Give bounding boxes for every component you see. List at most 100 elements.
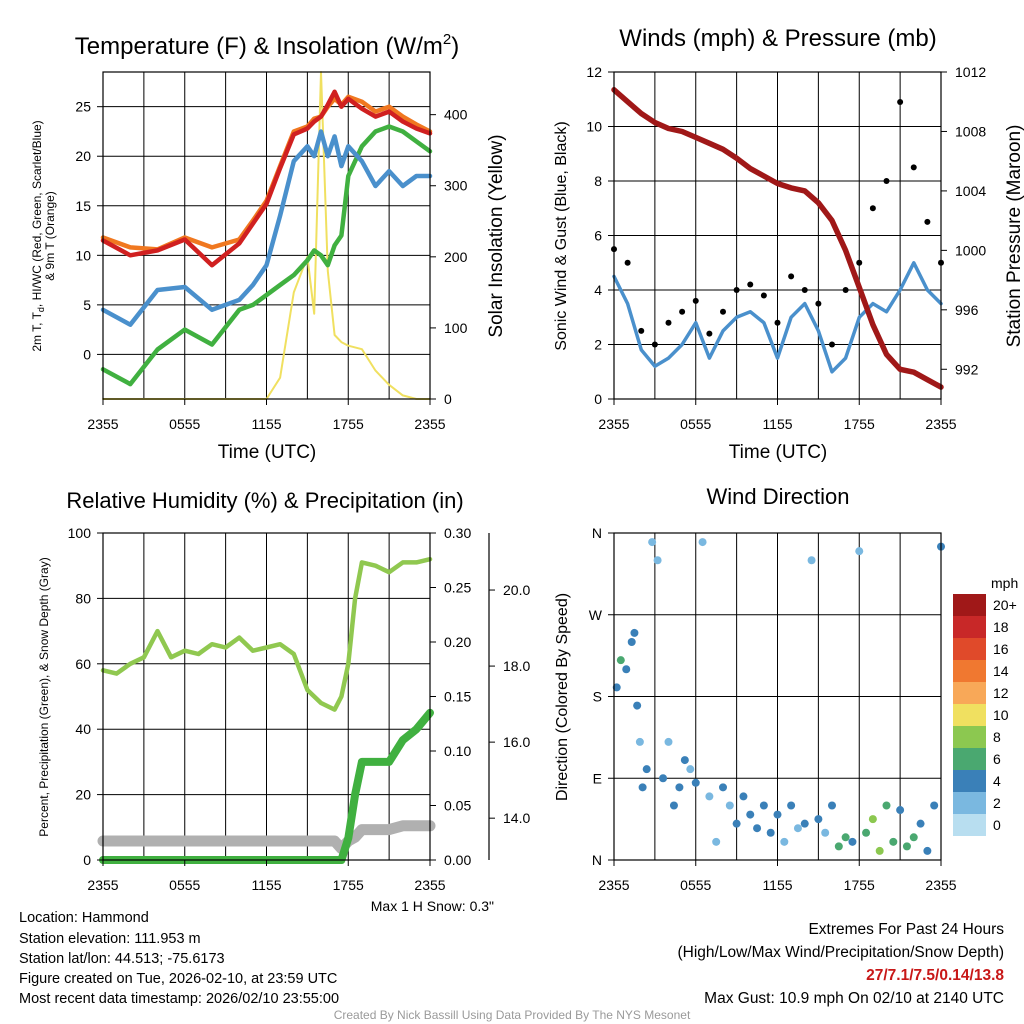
winds-panel: Winds (mph) & Pressure (mb) 2355 0555 1155… — [553, 25, 1024, 463]
direction-point — [638, 783, 647, 792]
y-tick-label: 0 — [83, 346, 91, 362]
y3-tick-label: 20.0 — [503, 582, 530, 598]
info-recent: Most recent data timestamp: 2026/02/10 2… — [19, 991, 339, 1007]
wind-direction-panel-title: Wind Direction — [706, 484, 849, 509]
winds-grid — [614, 71, 941, 400]
x-tick-label: 2355 — [87, 416, 118, 432]
legend-swatch — [953, 594, 986, 616]
y2-tick-label: 0.15 — [444, 689, 471, 705]
extremes-title: Extremes For Past 24 Hours — [808, 921, 1004, 938]
direction-point — [814, 815, 823, 824]
x-tick-label: 0555 — [680, 877, 711, 893]
y3-tick-label: 18.0 — [503, 658, 530, 674]
direction-point — [882, 801, 891, 810]
direction-point — [746, 810, 755, 819]
gust-point — [733, 287, 740, 293]
direction-point — [916, 819, 925, 828]
x-tick-label: 1755 — [844, 877, 875, 893]
series-line-sonic-wind — [612, 261, 943, 374]
gust-point — [829, 341, 835, 348]
y-tick-label: 10 — [75, 247, 91, 263]
y2-tick-label: 0.10 — [444, 743, 471, 759]
direction-point — [630, 628, 639, 637]
legend-label: 4 — [993, 773, 1001, 789]
direction-point — [930, 801, 939, 810]
gust-point — [638, 327, 645, 334]
direction-point — [616, 656, 625, 665]
legend-swatch — [953, 726, 986, 748]
legend-swatch — [953, 638, 986, 660]
legend-swatch — [953, 704, 986, 726]
y2-tick-label: 200 — [444, 249, 468, 265]
x-tick-label: 0555 — [169, 416, 200, 432]
direction-point — [800, 819, 809, 828]
y-tick-label: 5 — [83, 297, 91, 313]
y2-tick-label: 1008 — [955, 123, 986, 139]
info-elevation: Station elevation: 111.953 m — [19, 931, 201, 947]
direction-point — [635, 737, 644, 746]
direction-point — [669, 801, 678, 810]
direction-point — [821, 828, 830, 837]
legend-label: 16 — [993, 641, 1009, 657]
direction-point — [680, 756, 689, 765]
x-tick-label: 1755 — [844, 416, 875, 432]
x-tick-label: 2355 — [925, 877, 956, 893]
y-tick-label: W — [589, 607, 603, 623]
y-tick-label: 15 — [75, 198, 91, 214]
direction-point — [902, 842, 911, 851]
legend-swatch — [953, 748, 986, 770]
y2-tick-label: 0 — [444, 391, 452, 407]
x-tick-label: 1155 — [251, 416, 281, 432]
direction-point — [653, 556, 662, 565]
y-tick-label: 6 — [594, 228, 602, 244]
y3-tick-label: 14.0 — [503, 810, 530, 826]
temperature-y2-label: Solar Insolation (Yellow) — [486, 134, 507, 337]
direction-point — [712, 837, 721, 846]
y2-tick-label: 1004 — [955, 183, 986, 199]
x-tick-label: 2355 — [598, 416, 629, 432]
gust-point — [788, 273, 795, 280]
winds-axes: 2355 0555 1155 1755 235502468101299299610001… — [586, 64, 986, 432]
legend-label: 12 — [993, 685, 1009, 701]
x-tick-label: 2355 — [414, 877, 445, 893]
temperature-x-label: Time (UTC) — [218, 442, 317, 463]
y2-tick-label: 0.05 — [444, 798, 471, 814]
direction-point — [698, 538, 707, 547]
wind-direction-y-label: Direction (Colored By Speed) — [554, 593, 571, 801]
direction-point — [691, 778, 700, 787]
credit-line: Created By Nick Bassill Using Data Provi… — [334, 1008, 691, 1022]
y2-tick-label: 1012 — [955, 64, 986, 80]
direction-point — [793, 824, 802, 833]
x-tick-label: 1155 — [251, 877, 281, 893]
series-line-snow-depth — [97, 820, 436, 855]
legend-label: 2 — [993, 795, 1001, 811]
speed-legend: mph 20+ 18 16 14 12 10 8 6 4 2 0 — [953, 575, 1018, 836]
gust-point — [774, 319, 781, 326]
y-tick-label: 2 — [594, 337, 602, 353]
winds-x-label: Time (UTC) — [729, 442, 828, 463]
y2-tick-label: 1000 — [955, 242, 986, 258]
direction-point — [732, 819, 741, 828]
gust-point — [760, 292, 767, 299]
legend-label: 8 — [993, 729, 1001, 745]
direction-point — [862, 828, 871, 837]
direction-point — [633, 701, 642, 710]
gust-point — [842, 287, 849, 293]
y2-tick-label: 0.20 — [444, 634, 471, 650]
y-tick-label: 10 — [586, 119, 602, 135]
y-tick-label: 0 — [83, 852, 91, 868]
direction-point — [612, 683, 621, 692]
extremes-gust: Max Gust: 10.9 mph On 02/10 at 2140 UTC — [704, 990, 1004, 1007]
x-tick-label: 0555 — [680, 416, 711, 432]
legend-swatch — [953, 682, 986, 704]
extremes-subtitle: (High/Low/Max Wind/Precipitation/Snow De… — [678, 944, 1005, 961]
direction-point — [889, 837, 898, 846]
temperature-y-label: 2m T, Td, HI/WC (Red, Green, Scarlet/Blu… — [30, 120, 57, 351]
direction-point — [627, 638, 636, 646]
wind-direction-series — [612, 538, 945, 855]
humidity-y-label: Percent, Precipitation (Green), & Snow D… — [37, 557, 51, 836]
y-tick-label: 25 — [75, 99, 91, 115]
direction-point — [753, 824, 762, 833]
direction-point — [725, 801, 734, 810]
winds-y2-label: Station Pressure (Maroon) — [1004, 125, 1024, 348]
